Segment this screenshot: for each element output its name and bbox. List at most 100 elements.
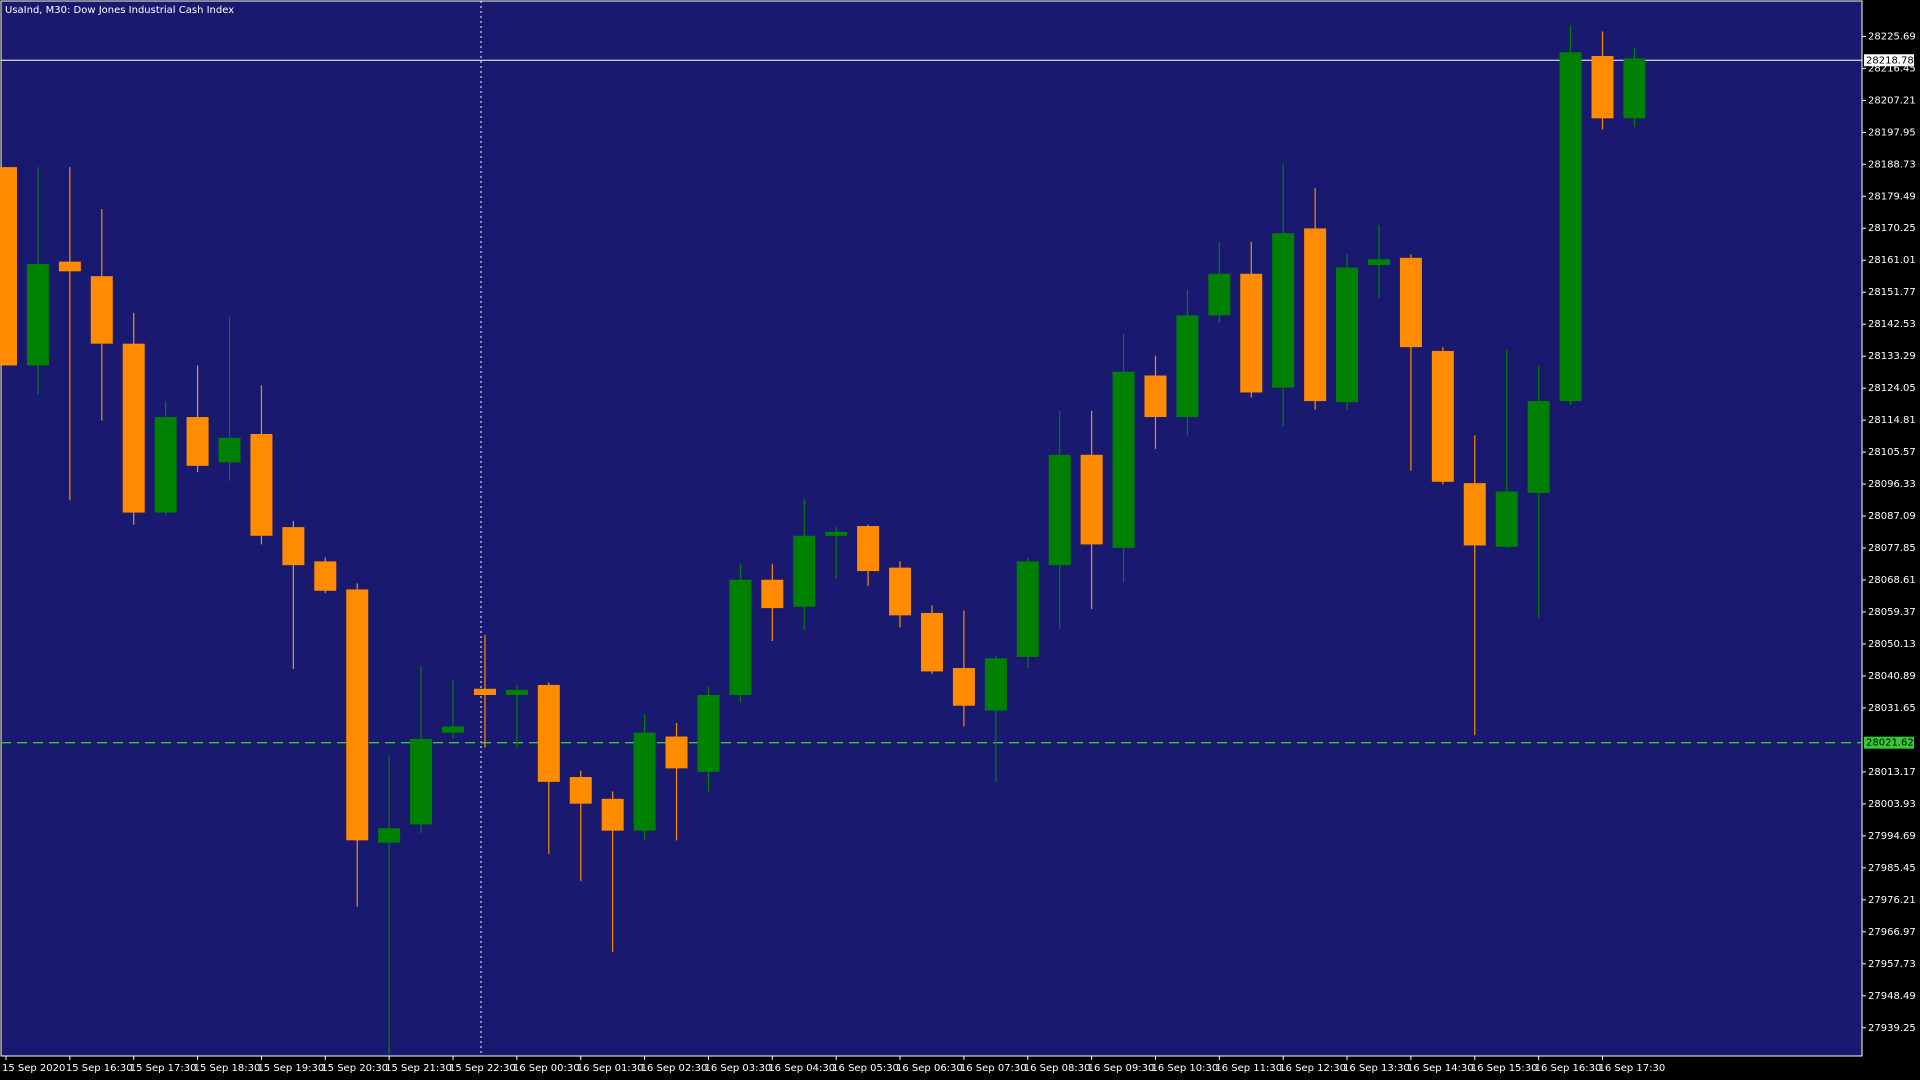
x-tick-label: 16 Sep 00:30	[513, 1063, 580, 1074]
y-tick-label: 28124.05	[1868, 383, 1916, 394]
y-tick-label: 27957.73	[1868, 959, 1916, 970]
y-tick-label: 28050.13	[1868, 639, 1916, 650]
candle-body	[633, 732, 656, 831]
x-tick-label: 16 Sep 04:30	[768, 1063, 835, 1074]
x-tick-label: 16 Sep 10:30	[1151, 1063, 1218, 1074]
x-tick-label: 16 Sep 05:30	[832, 1063, 899, 1074]
candle-body	[1112, 371, 1135, 548]
candle-body	[186, 417, 209, 466]
candle-body	[1336, 267, 1359, 403]
candle-body	[250, 434, 273, 536]
candle-body	[1527, 401, 1550, 493]
candle-body	[122, 343, 145, 513]
level-box	[1864, 736, 1914, 749]
y-tick-label: 28197.95	[1868, 127, 1916, 138]
candle-body	[601, 798, 624, 831]
x-tick-label: 15 Sep 16:30	[66, 1063, 133, 1074]
candle-body	[473, 688, 496, 695]
x-tick-label: 16 Sep 17:30	[1599, 1063, 1666, 1074]
x-tick-label: 16 Sep 16:30	[1535, 1063, 1602, 1074]
y-tick-label: 28179.49	[1868, 191, 1916, 202]
x-tick-label: 15 Sep 19:30	[257, 1063, 324, 1074]
candle-body	[282, 527, 305, 566]
y-tick-label: 28003.93	[1868, 799, 1916, 810]
y-tick-label: 28151.77	[1868, 287, 1916, 298]
y-tick-label: 28087.09	[1868, 511, 1916, 522]
y-tick-label: 28114.81	[1868, 415, 1916, 426]
candle-body	[1463, 483, 1486, 546]
candle-body	[378, 828, 401, 843]
candle-body	[1176, 315, 1199, 418]
x-tick-label: 16 Sep 15:30	[1471, 1063, 1538, 1074]
candle-body	[505, 689, 528, 695]
candle-body	[1431, 350, 1454, 482]
candle-body	[1016, 561, 1039, 657]
y-tick-label: 28096.33	[1868, 479, 1916, 490]
x-tick-label: 15 Sep 20:30	[321, 1063, 388, 1074]
candle-body	[729, 579, 752, 695]
candle-body	[889, 567, 912, 616]
candle-body	[314, 561, 337, 591]
candle-body	[569, 777, 592, 804]
y-tick-label: 28216.45	[1868, 63, 1916, 74]
candle-body	[0, 167, 17, 366]
y-tick-label: 28059.37	[1868, 607, 1916, 618]
x-tick-label: 16 Sep 11:30	[1215, 1063, 1282, 1074]
y-tick-label: 28207.21	[1868, 95, 1916, 106]
candle-body	[58, 261, 81, 272]
x-tick-label: 15 Sep 18:30	[194, 1063, 261, 1074]
y-tick-label: 28170.25	[1868, 223, 1916, 234]
candle-body	[346, 589, 369, 841]
candle-body	[1559, 52, 1582, 402]
y-tick-label: 27994.69	[1868, 831, 1916, 842]
candle-body	[761, 579, 784, 609]
candle-body	[1623, 58, 1646, 119]
candle-body	[1495, 491, 1518, 547]
y-tick-label: 28188.73	[1868, 159, 1916, 170]
x-tick-label: 15 Sep 21:30	[385, 1063, 452, 1074]
candle-body	[952, 667, 975, 706]
candle-body	[1399, 257, 1422, 348]
candle-body	[410, 738, 433, 825]
candle-body	[537, 684, 560, 782]
candle-body	[697, 694, 720, 772]
candle-body	[857, 526, 880, 572]
candle-body	[218, 437, 241, 463]
bid-box	[1864, 54, 1914, 67]
candle-body	[1272, 233, 1295, 388]
y-tick-label: 28077.85	[1868, 543, 1916, 554]
candle-body	[1080, 454, 1103, 545]
y-tick-label: 28105.57	[1868, 447, 1916, 458]
x-tick-label: 16 Sep 03:30	[704, 1063, 771, 1074]
x-tick-label: 15 Sep 22:30	[449, 1063, 516, 1074]
candle-body	[1240, 273, 1263, 393]
candle-body	[1144, 375, 1167, 418]
candle-body	[1304, 228, 1327, 402]
bid-label: 28218.78	[1866, 55, 1914, 66]
y-tick-label: 28031.65	[1868, 703, 1916, 714]
x-tick-label: 16 Sep 12:30	[1279, 1063, 1346, 1074]
candle-body	[793, 535, 816, 607]
candle-body	[920, 612, 943, 672]
level-label: 28021.62	[1866, 738, 1914, 749]
candle-body	[984, 658, 1007, 711]
x-tick-label: 15 Sep 2020	[2, 1063, 65, 1074]
chart-title: UsaInd, M30: Dow Jones Industrial Cash I…	[5, 5, 234, 16]
candle-body	[665, 736, 688, 769]
candle-body	[1208, 273, 1231, 316]
candle-body	[825, 531, 848, 536]
x-tick-label: 16 Sep 07:30	[960, 1063, 1027, 1074]
x-tick-label: 16 Sep 01:30	[577, 1063, 644, 1074]
y-tick-label: 28225.69	[1868, 31, 1916, 42]
x-tick-label: 15 Sep 17:30	[130, 1063, 197, 1074]
candle-body	[442, 726, 465, 733]
y-tick-label: 27985.45	[1868, 863, 1916, 874]
y-tick-label: 28133.29	[1868, 351, 1916, 362]
x-tick-label: 16 Sep 02:30	[641, 1063, 708, 1074]
x-tick-label: 16 Sep 14:30	[1407, 1063, 1474, 1074]
candle-body	[90, 276, 113, 344]
y-tick-label: 27948.49	[1868, 991, 1916, 1002]
candle-body	[26, 264, 49, 366]
y-tick-label: 28142.53	[1868, 319, 1916, 330]
